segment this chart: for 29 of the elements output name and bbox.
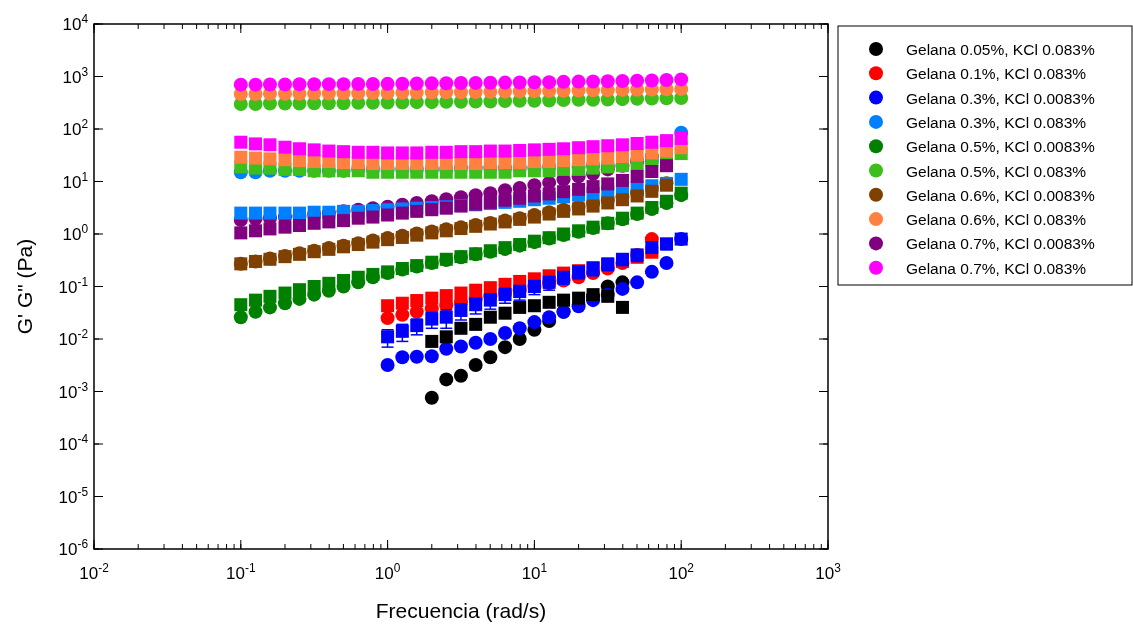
x-axis-title: Frecuencia (rad/s) — [375, 599, 547, 622]
legend-label: Gelana 0.3%, KCl 0.0083% — [906, 89, 1095, 107]
legend-label: Gelana 0.7%, KCl 0.083% — [906, 259, 1087, 277]
legend-label: Gelana 0.5%, KCl 0.0083% — [906, 138, 1095, 156]
y-tick-label: 10$^{1}$ — [62, 169, 89, 192]
x-tick-label: 10$^{0}$ — [374, 561, 401, 583]
y-tick-label: 10$^{-6}$ — [58, 537, 89, 559]
x-tick-label: 10$^{-2}$ — [79, 561, 110, 583]
y-tick-label: 10$^{3}$ — [62, 64, 89, 87]
x-tick-label: 10$^{-1}$ — [226, 561, 256, 583]
legend-label: Gelana 0.6%, KCl 0.0083% — [906, 186, 1095, 204]
y-tick-label: 10$^{-1}$ — [58, 274, 89, 297]
legend-label: Gelana 0.1%, KCl 0.083% — [906, 65, 1087, 83]
y-tick-label: 10$^{-3}$ — [58, 379, 89, 402]
y-tick-label: 10$^{-2}$ — [58, 327, 89, 349]
y-tick-label: 10$^{-5}$ — [58, 484, 89, 507]
y-tick-label: 10$^{-4}$ — [58, 432, 89, 454]
y-tick-label: 10$^{4}$ — [62, 12, 89, 34]
x-tick-label: 10$^{2}$ — [668, 561, 695, 583]
y-axis-title: G' G" (Pa) — [13, 238, 36, 335]
y-tick-label: 10$^{0}$ — [62, 222, 89, 244]
legend-label: Gelana 0.05%, KCl 0.083% — [906, 41, 1095, 58]
y-tick-label: 10$^{2}$ — [62, 117, 89, 139]
x-tick-label: 10$^{1}$ — [521, 561, 548, 583]
legend-label: Gelana 0.7%, KCl 0.0083% — [906, 235, 1095, 253]
legend-label: Gelana 0.5%, KCl 0.083% — [906, 162, 1087, 180]
legend-label: Gelana 0.3%, KCl 0.083% — [906, 113, 1087, 131]
legend-label: Gelana 0.6%, KCl 0.083% — [906, 211, 1087, 229]
x-tick-label: 10$^{3}$ — [815, 561, 842, 583]
